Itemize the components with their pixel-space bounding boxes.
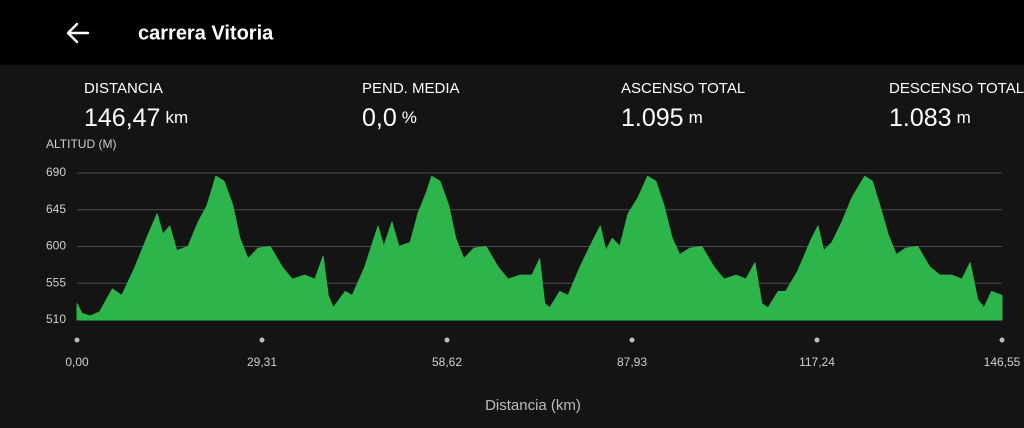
back-arrow[interactable] bbox=[66, 22, 90, 44]
elevation-chart: ALTITUD (M) 510 555 600 645 690 0,00 29,31 58,62… bbox=[46, 137, 1021, 414]
y-tick-label: 690 bbox=[46, 165, 66, 179]
back-button[interactable] bbox=[66, 22, 90, 44]
x-tick-label: 146,55 bbox=[984, 355, 1021, 369]
top-bar bbox=[0, 0, 1024, 65]
stat-label: DESCENSO TOTAL bbox=[889, 80, 1024, 97]
x-tick-dot bbox=[444, 337, 450, 343]
page-title: carrera Vitoria bbox=[138, 22, 274, 44]
x-tick-label: 58,62 bbox=[432, 355, 462, 369]
stat-value: 1.095 m bbox=[621, 104, 703, 132]
stat-number: 146,47 bbox=[84, 104, 160, 132]
x-tick-dot bbox=[629, 337, 635, 343]
stat-number: 0,0 bbox=[362, 104, 397, 132]
x-tick-label: 117,24 bbox=[799, 355, 835, 369]
stat-value: 146,47 km bbox=[84, 104, 188, 132]
stat-value: 1.083 m bbox=[889, 104, 971, 132]
stat-unit: % bbox=[402, 108, 417, 127]
y-tick-label: 645 bbox=[46, 202, 66, 216]
stat-unit: m bbox=[689, 108, 703, 127]
x-tick-dot bbox=[999, 337, 1005, 343]
y-tick-label: 600 bbox=[46, 239, 66, 253]
stat-number: 1.083 bbox=[889, 104, 952, 132]
x-tick-label: 87,93 bbox=[617, 355, 647, 369]
stat-unit: m bbox=[957, 108, 971, 127]
y-tick-label: 510 bbox=[46, 312, 66, 326]
x-tick-label: 29,31 bbox=[247, 355, 277, 369]
stat-label: DISTANCIA bbox=[84, 80, 163, 97]
stat-label: PEND. MEDIA bbox=[362, 80, 460, 97]
stat-label: ASCENSO TOTAL bbox=[621, 80, 745, 97]
x-tick-dot bbox=[814, 337, 820, 343]
stat-number: 1.095 bbox=[621, 104, 684, 132]
y-axis-label: ALTITUD (M) bbox=[46, 137, 116, 151]
stat-value: 0,0% bbox=[362, 104, 417, 132]
stats: DISTANCIA 146,47 km PEND. MEDIA 0,0 % ASCENSO … bbox=[84, 80, 1024, 132]
x-tick-label: 0,00 bbox=[65, 355, 89, 369]
x-tick-dot bbox=[259, 337, 265, 343]
x-axis-label: Distancia (km) bbox=[485, 397, 581, 414]
stat-unit: km bbox=[165, 108, 188, 127]
elevation-area bbox=[76, 175, 1003, 321]
y-tick-label: 555 bbox=[46, 275, 66, 289]
x-tick-dot bbox=[74, 337, 80, 343]
